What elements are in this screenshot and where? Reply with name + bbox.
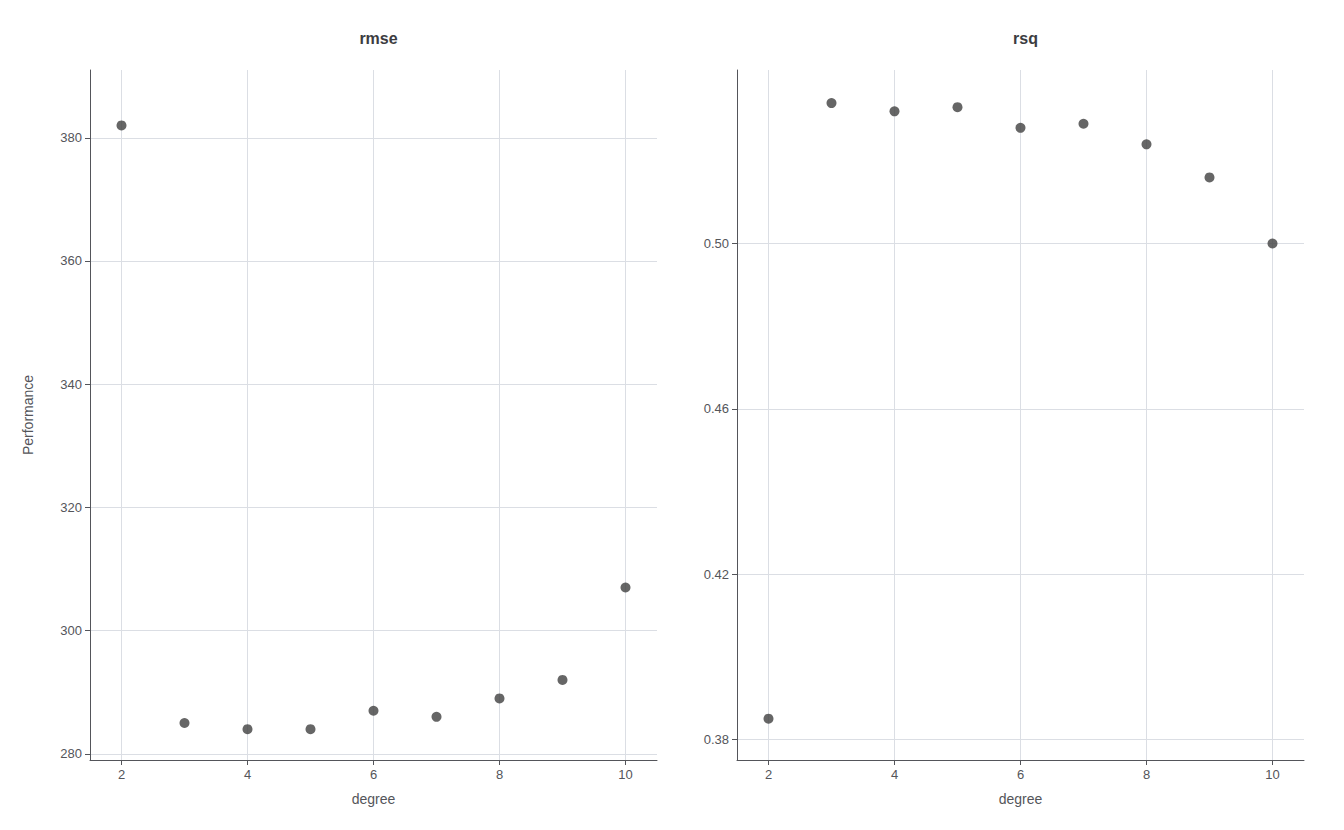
svg-text:360: 360 [60, 253, 82, 268]
svg-text:6: 6 [1017, 767, 1024, 782]
svg-text:320: 320 [60, 500, 82, 515]
svg-text:8: 8 [1143, 767, 1150, 782]
svg-text:2: 2 [118, 767, 125, 782]
svg-text:10: 10 [618, 767, 632, 782]
svg-text:280: 280 [60, 746, 82, 761]
svg-text:380: 380 [60, 130, 82, 145]
svg-text:300: 300 [60, 623, 82, 638]
svg-text:10: 10 [1265, 767, 1279, 782]
svg-text:rmse: rmse [359, 30, 397, 47]
svg-text:rsq: rsq [1013, 30, 1038, 47]
svg-text:0.42: 0.42 [704, 567, 729, 582]
svg-text:0.38: 0.38 [704, 732, 729, 747]
svg-text:Performance: Performance [20, 375, 36, 455]
svg-text:2: 2 [765, 767, 772, 782]
svg-text:4: 4 [244, 767, 251, 782]
svg-text:degree: degree [352, 791, 396, 807]
svg-text:0.50: 0.50 [704, 236, 729, 251]
svg-text:340: 340 [60, 377, 82, 392]
svg-text:degree: degree [999, 791, 1043, 807]
svg-text:0.46: 0.46 [704, 401, 729, 416]
svg-text:8: 8 [496, 767, 503, 782]
svg-text:6: 6 [370, 767, 377, 782]
svg-text:4: 4 [891, 767, 898, 782]
